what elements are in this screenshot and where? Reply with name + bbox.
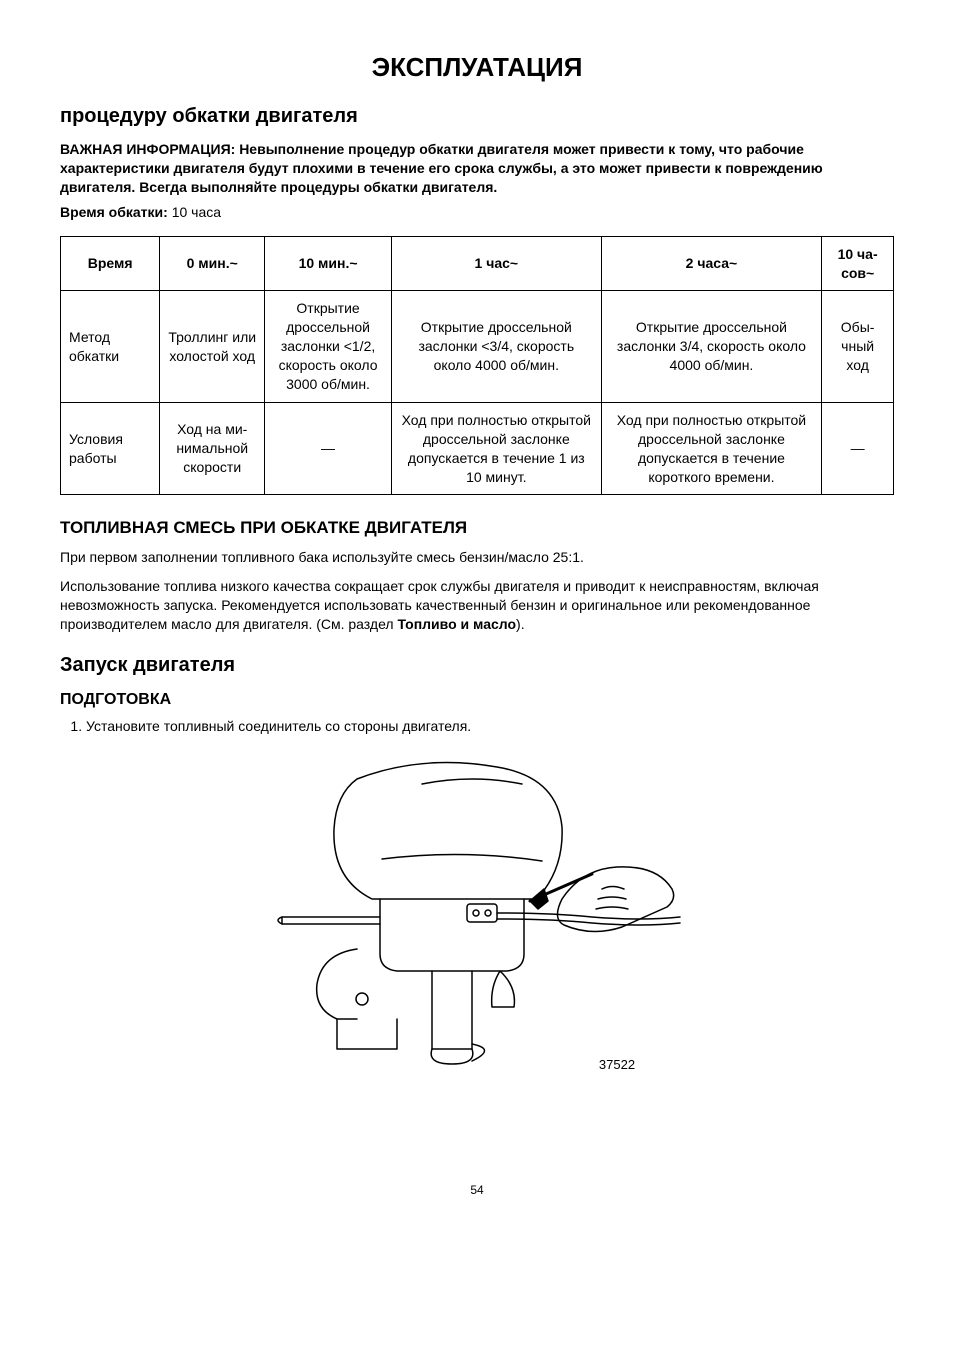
row1-c2: Открытие дроссельной заслонки <1/2, ско­…	[265, 291, 392, 402]
runin-value: 10 часа	[168, 204, 221, 220]
row1-c4: Открытие дроссельной заслонки 3/4, скоро…	[601, 291, 822, 402]
table-row: Метод обкатки Троллинг или холо­стой ход…	[61, 291, 894, 402]
th-0min: 0 мин.~	[160, 236, 265, 291]
intro-important: ВАЖНАЯ ИНФОРМАЦИЯ: Невыполнение процедур…	[60, 141, 823, 195]
fuel-mix-p2c: ).	[516, 616, 525, 632]
th-10min: 10 мин.~	[265, 236, 392, 291]
page-title: ЭКСПЛУАТАЦИЯ	[60, 50, 894, 85]
th-1hr: 1 час~	[391, 236, 601, 291]
row1-c1: Троллинг или холо­стой ход	[160, 291, 265, 402]
row2-c1: Ход на ми­нимальной скорости	[160, 402, 265, 495]
row2-c3: Ход при полностью от­крытой дроссельной …	[391, 402, 601, 495]
row2-c5: —	[822, 402, 894, 495]
step-1: Установите топливный соединитель со стор…	[86, 717, 894, 736]
runin-time-line: Время обкатки: 10 часа	[60, 203, 894, 222]
fuel-mix-heading: ТОПЛИВНАЯ СМЕСЬ ПРИ ОБКАТКЕ ДВИГАТЕЛЯ	[60, 517, 894, 540]
row1-label: Метод обкатки	[61, 291, 160, 402]
row2-label: Условия работы	[61, 402, 160, 495]
row2-c2: —	[265, 402, 392, 495]
section-breakin-heading: процедуру обкатки двигателя	[60, 103, 894, 130]
intro-paragraph: ВАЖНАЯ ИНФОРМАЦИЯ: Невыполнение процедур…	[60, 140, 894, 197]
figure-number: 37522	[200, 1056, 954, 1074]
prep-heading: ПОДГОТОВКА	[60, 689, 894, 711]
engine-start-heading: Запуск двигателя	[60, 652, 894, 679]
runin-label: Время обкатки:	[60, 204, 168, 220]
fuel-mix-p2-boldref: Топливо и масло	[397, 616, 516, 632]
breakin-table: Время 0 мин.~ 10 мин.~ 1 час~ 2 часа~ 10…	[60, 236, 894, 496]
th-2hr: 2 часа~	[601, 236, 822, 291]
th-10hr: 10 ча­сов~	[822, 236, 894, 291]
fuel-mix-p2: Использование топлива низкого качества с…	[60, 577, 894, 634]
th-time: Время	[61, 236, 160, 291]
engine-illustration	[262, 749, 692, 1069]
figure: 37522	[60, 749, 894, 1091]
table-header-row: Время 0 мин.~ 10 мин.~ 1 час~ 2 часа~ 10…	[61, 236, 894, 291]
page-number: 54	[60, 1182, 894, 1198]
table-row: Условия работы Ход на ми­нимальной скоро…	[61, 402, 894, 495]
fuel-mix-p1: При первом заполнении топливного бака ис…	[60, 548, 894, 567]
row1-c5: Обы­чный ход	[822, 291, 894, 402]
steps-list: Установите топливный соединитель со стор…	[60, 717, 894, 736]
row1-c3: Открытие дроссельной заслонки <3/4, ско­…	[391, 291, 601, 402]
row2-c4: Ход при полностью от­крытой дроссельной …	[601, 402, 822, 495]
